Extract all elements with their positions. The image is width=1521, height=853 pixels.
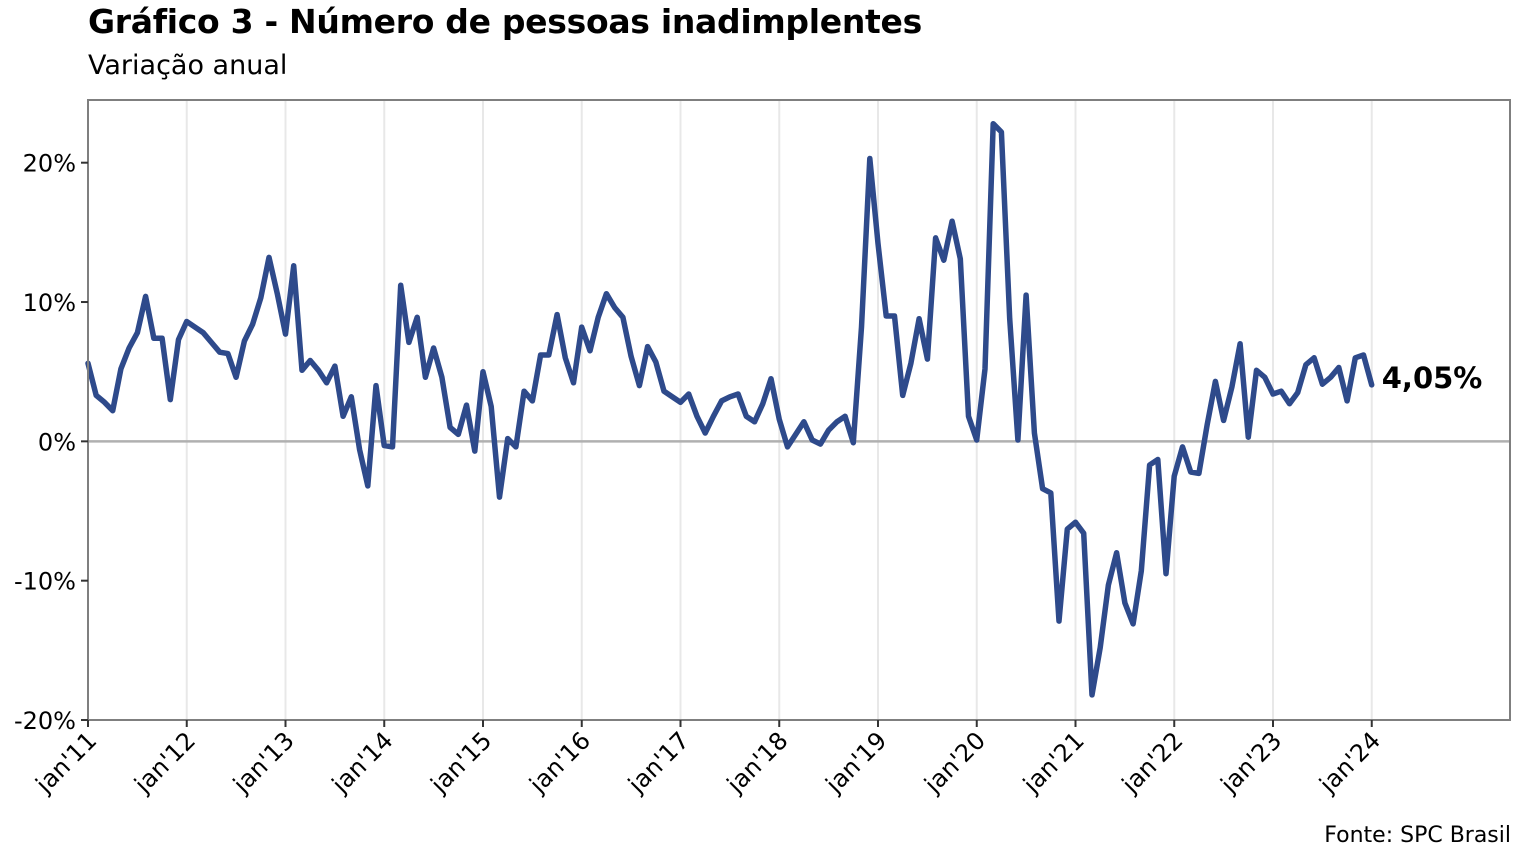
chart-title: Gráfico 3 - Número de pessoas inadimplen…	[88, 2, 922, 41]
y-axis: -20% -10% 0% 10% 20%	[14, 150, 88, 735]
y-tick-label: 0%	[38, 428, 76, 456]
y-tick-label: -10%	[14, 568, 76, 596]
chart-subtitle: Variação anual	[88, 50, 288, 81]
x-tick-label: jan'13	[227, 726, 300, 799]
plot-frame	[87, 99, 1511, 721]
x-tick-label: jan'23	[1215, 726, 1288, 799]
x-tick-label: jan'22	[1116, 726, 1189, 799]
x-tick-label: jan'16	[523, 726, 596, 799]
y-tick-label: -20%	[14, 707, 76, 735]
x-tick-label: jan'15	[425, 726, 498, 799]
x-tick-label: jan'17	[622, 726, 695, 799]
series-line	[85, 120, 1375, 698]
x-tick-label: jan'11	[30, 726, 103, 799]
grid-layer	[87, 100, 1373, 720]
series-layer	[85, 120, 1375, 698]
x-axis: jan'11 jan'12 jan'13 jan'14 jan'15 jan'16 jan'…	[30, 720, 1386, 799]
end-value-label: 4,05%	[1382, 361, 1483, 395]
x-tick-label: jan'21	[1017, 726, 1090, 799]
x-tick-label: jan'20	[918, 726, 991, 799]
x-tick-label: jan'19	[820, 726, 893, 799]
x-tick-label: jan'18	[721, 726, 794, 799]
y-tick-label: 20%	[23, 150, 76, 178]
x-tick-label: jan'14	[326, 726, 399, 799]
x-tick-label: jan'24	[1313, 726, 1386, 799]
source-note: Fonte: SPC Brasil	[1324, 823, 1511, 848]
y-tick-label: 10%	[23, 289, 76, 317]
x-tick-label: jan'12	[128, 726, 201, 799]
